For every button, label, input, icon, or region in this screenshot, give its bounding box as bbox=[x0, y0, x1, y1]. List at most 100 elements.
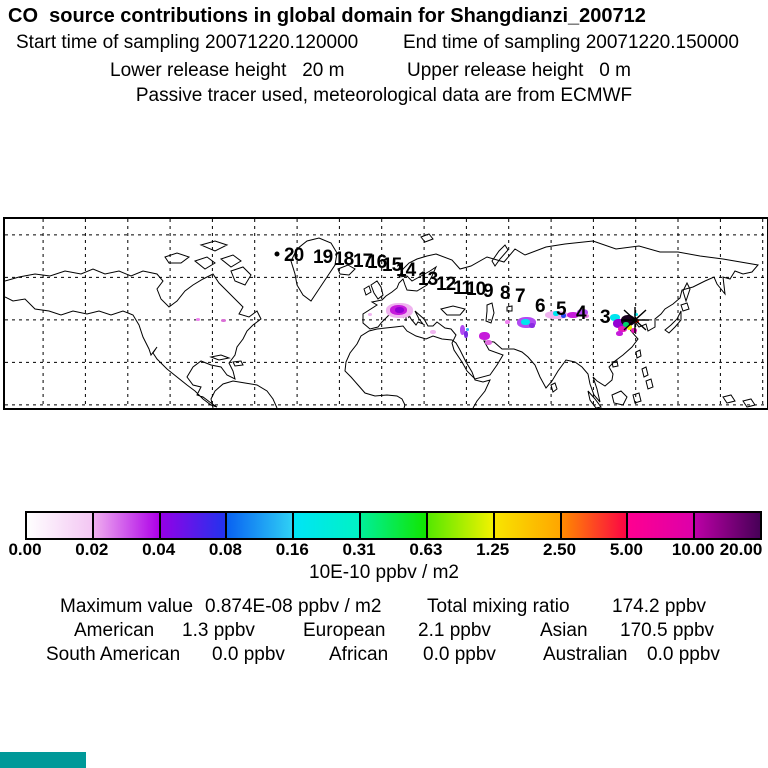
colorbar-tick-label: 0.04 bbox=[142, 540, 176, 559]
world-map: 20 19 18 17 16 15 14 13 12 11 10 9 8 7 6 5 4 3 bbox=[3, 217, 768, 410]
colorbar bbox=[25, 511, 762, 540]
total-ratio-label: Total mixing ratio bbox=[427, 596, 570, 617]
trajectory-day-label: 9 bbox=[483, 281, 494, 302]
region-label-american: American bbox=[74, 620, 155, 641]
trajectory-point-dot bbox=[274, 251, 280, 257]
contribution-patch bbox=[196, 318, 200, 321]
contribution-patch bbox=[485, 340, 492, 345]
contribution-patch bbox=[631, 328, 637, 333]
contribution-patch bbox=[521, 319, 530, 325]
colorbar-tick-label: 0.16 bbox=[275, 540, 309, 559]
contribution-patch bbox=[616, 331, 623, 336]
colorbar-segment bbox=[425, 513, 493, 538]
contribution-patch bbox=[577, 309, 588, 316]
receptor-star-icon bbox=[621, 307, 649, 333]
trajectory-day-label: 19 bbox=[313, 247, 333, 268]
contribution-patch bbox=[505, 320, 510, 324]
colorbar-unit-label: 10E-10 ppbv / m2 bbox=[309, 562, 459, 583]
contribution-patch bbox=[395, 307, 404, 313]
colorbar-tick-row: 0.00 0.02 0.04 0.08 0.16 0.31 0.63 1.25 2.50 5.00… bbox=[0, 540, 768, 560]
trajectory-day-label: 5 bbox=[556, 299, 567, 320]
trajectory-day-label: 11 bbox=[453, 278, 472, 299]
colorbar-tick-label: 0.00 bbox=[8, 540, 42, 559]
region-value-australian: 0.0 ppbv bbox=[647, 644, 720, 665]
trajectory-day-label: 10 bbox=[466, 279, 486, 300]
contribution-patch bbox=[529, 323, 535, 328]
trajectory-label-layer: 20 19 18 17 16 15 14 13 12 11 10 9 8 7 6 5 4 3 bbox=[5, 219, 767, 408]
trajectory-day-label: 15 bbox=[382, 255, 402, 276]
colorbar-segment bbox=[91, 513, 159, 538]
lower-release-text: Lower release height 20 m bbox=[110, 60, 345, 81]
region-value-american: 1.3 ppbv bbox=[182, 620, 255, 641]
colorbar-tick-label: 10.00 bbox=[671, 540, 715, 559]
trajectory-day-label: 16 bbox=[367, 252, 387, 273]
trajectory-day-label: 12 bbox=[436, 274, 456, 295]
colorbar-segment bbox=[359, 513, 426, 538]
colorbar-segment bbox=[158, 513, 226, 538]
colorbar-segment bbox=[492, 513, 560, 538]
region-value-asian: 170.5 ppbv bbox=[620, 620, 715, 641]
trajectory-day-label: 18 bbox=[334, 249, 354, 270]
contribution-patch bbox=[623, 322, 629, 327]
colorbar-tick-label: 0.08 bbox=[208, 540, 242, 559]
region-value-south-american: 0.0 ppbv bbox=[212, 644, 285, 665]
max-value-label: Maximum value bbox=[60, 596, 194, 617]
contribution-patch bbox=[610, 314, 620, 321]
contribution-patch bbox=[466, 328, 469, 331]
total-ratio-value: 174.2 ppbv bbox=[612, 596, 707, 617]
region-label-south-american: South American bbox=[46, 644, 181, 665]
colorbar-tick-label: 5.00 bbox=[609, 540, 643, 559]
region-label-african: African bbox=[329, 644, 389, 665]
region-value-european: 2.1 ppbv bbox=[418, 620, 491, 641]
contribution-patch bbox=[627, 325, 632, 330]
trajectory-day-label: 7 bbox=[515, 286, 526, 307]
contribution-patch bbox=[553, 311, 559, 316]
latlon-grid bbox=[5, 219, 767, 408]
start-time-text: Start time of sampling 20071220.120000 bbox=[16, 32, 359, 53]
trajectory-day-label: 17 bbox=[353, 251, 373, 272]
coastline-grid-svg bbox=[5, 219, 767, 408]
trajectory-day-label: 14 bbox=[396, 260, 416, 281]
colorbar-tick-label: 20.00 bbox=[719, 540, 763, 559]
contribution-patch bbox=[618, 326, 627, 332]
region-value-african: 0.0 ppbv bbox=[423, 644, 496, 665]
coastlines bbox=[5, 233, 759, 408]
colorbar-segment bbox=[693, 513, 760, 538]
contribution-patch bbox=[368, 313, 372, 316]
page-title: CO source contributions in global domain… bbox=[8, 5, 646, 27]
end-time-text: End time of sampling 20071220.150000 bbox=[403, 32, 739, 53]
contribution-patch bbox=[221, 319, 226, 322]
contribution-patch bbox=[430, 330, 436, 334]
colorbar-segment bbox=[626, 513, 694, 538]
contribution-patch bbox=[613, 319, 625, 328]
tracer-note-text: Passive tracer used, meteorological data… bbox=[135, 85, 633, 106]
contribution-patch bbox=[479, 332, 490, 340]
colorbar-tick-label: 0.31 bbox=[342, 540, 376, 559]
contribution-patch bbox=[561, 313, 566, 318]
region-label-asian: Asian bbox=[540, 620, 588, 641]
colorbar-tick-label: 0.02 bbox=[75, 540, 109, 559]
trajectory-day-label: 8 bbox=[500, 283, 511, 304]
trajectory-day-label: 20 bbox=[284, 245, 304, 266]
contribution-patch-layer bbox=[5, 219, 767, 408]
colorbar-segment bbox=[27, 513, 92, 538]
colorbar-segment bbox=[292, 513, 360, 538]
colorbar-tick-label: 1.25 bbox=[476, 540, 510, 559]
max-value-number: 0.874E-08 ppbv / m2 bbox=[205, 596, 382, 617]
upper-release-text: Upper release height 0 m bbox=[407, 60, 631, 81]
contribution-patch bbox=[460, 325, 465, 335]
colorbar-tick-label: 0.63 bbox=[409, 540, 443, 559]
region-label-australian: Australian bbox=[543, 644, 628, 665]
contribution-patch bbox=[634, 313, 638, 316]
contribution-patch bbox=[567, 312, 579, 318]
colorbar-tick-label: 2.50 bbox=[542, 540, 577, 559]
contribution-patch bbox=[464, 331, 468, 338]
teal-corner-bar bbox=[0, 752, 86, 768]
contribution-patch bbox=[583, 314, 589, 318]
colorbar-segment bbox=[225, 513, 293, 538]
trajectory-day-label: 13 bbox=[418, 269, 438, 290]
trajectory-day-label: 6 bbox=[535, 296, 546, 317]
region-label-european: European bbox=[303, 620, 386, 641]
trajectory-day-label: 4 bbox=[576, 303, 587, 324]
